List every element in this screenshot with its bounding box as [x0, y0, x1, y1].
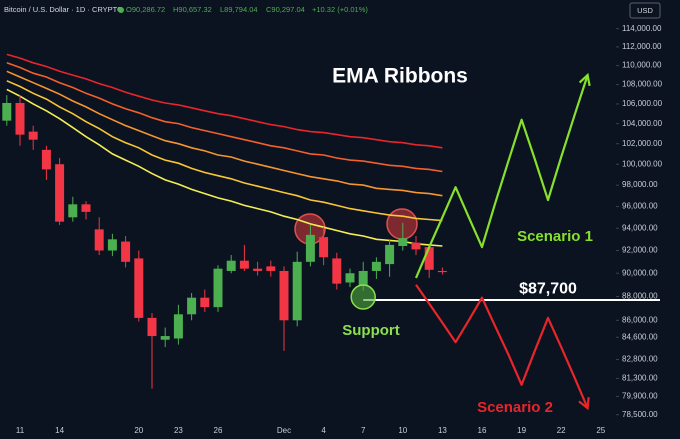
candle-body	[94, 229, 104, 251]
status-dot	[118, 7, 124, 13]
scenario-label: Scenario 1	[517, 228, 593, 245]
candle-body	[15, 102, 25, 135]
candle-body	[41, 149, 51, 170]
candle-body	[253, 268, 263, 271]
y-tick-label: 96,000.00	[622, 202, 658, 211]
scenario-line	[415, 284, 589, 409]
y-tick-label: 106,000.00	[622, 99, 663, 108]
ohlc-low: L89,794.04	[220, 5, 258, 14]
symbol: Bitcoin / U.S. Dollar · 1D · CRYPTO	[4, 5, 123, 14]
x-tick-label: 20	[134, 426, 143, 435]
currency[interactable]: USD	[637, 6, 653, 15]
x-tick-label: 14	[55, 426, 64, 435]
x-tick-label: 16	[478, 426, 487, 435]
ema-ribbon	[6, 62, 443, 173]
x-tick-label: 22	[557, 426, 566, 435]
x-tick-label: 26	[214, 426, 223, 435]
candle-body	[187, 297, 197, 315]
y-tick-label: 86,000.00	[622, 315, 658, 324]
x-tick-label: 19	[517, 426, 526, 435]
candle-body	[147, 317, 157, 337]
x-tick-label: Dec	[277, 426, 291, 435]
resistance-marker	[386, 208, 418, 240]
candle-body	[332, 258, 342, 284]
candle-body	[55, 164, 65, 222]
candle-body	[371, 261, 381, 271]
y-tick-label: 108,000.00	[622, 80, 663, 89]
candle-body	[424, 247, 434, 270]
candle-body	[107, 239, 117, 251]
candle-body	[358, 270, 368, 286]
y-tick-label: 94,000.00	[622, 223, 658, 232]
y-tick-label: 110,000.00	[622, 61, 662, 70]
y-tick-label: 100,000.00	[622, 159, 663, 168]
candle-body	[437, 270, 447, 273]
candle-body	[173, 314, 183, 339]
candle-body	[28, 131, 38, 140]
x-tick-label: 10	[398, 426, 407, 435]
change: +10.32 (+0.01%)	[312, 5, 368, 14]
ema-ribbon	[6, 88, 443, 247]
x-tick-label: 25	[596, 426, 605, 435]
ema-ribbon	[6, 80, 443, 222]
y-tick-label: 78,500.00	[622, 410, 658, 419]
ema-ribbon	[6, 70, 443, 197]
scenario-label: Scenario 2	[477, 399, 553, 416]
candle-body	[239, 260, 249, 269]
candle-body	[279, 270, 289, 321]
x-tick-label: 7	[361, 426, 366, 435]
y-tick-label: 90,000.00	[622, 268, 658, 277]
y-tick-label: 81,300.00	[622, 374, 658, 383]
candle-body	[398, 238, 408, 247]
y-tick-label: 79,900.00	[622, 392, 658, 401]
candle-body	[121, 241, 131, 262]
y-tick-label: 104,000.00	[622, 119, 663, 128]
chart-title: EMA Ribbons	[332, 65, 468, 88]
y-tick-label: 84,600.00	[622, 332, 658, 341]
x-tick-label: 23	[174, 426, 183, 435]
arrow-head	[578, 72, 591, 87]
ohlc-close: C90,297.04	[266, 5, 305, 14]
ema-ribbon	[6, 53, 443, 149]
y-tick-label: 98,000.00	[622, 180, 658, 189]
candle-body	[266, 266, 276, 271]
y-tick-label: 88,000.00	[622, 292, 658, 301]
x-tick-label: 11	[16, 426, 25, 435]
candle-body	[319, 237, 329, 258]
y-tick-label: 92,000.00	[622, 246, 658, 255]
arrow-head	[578, 397, 590, 411]
scenario-line	[414, 74, 589, 279]
candle-body	[134, 258, 144, 318]
candle-body	[345, 273, 355, 283]
candle-body	[160, 336, 170, 340]
candle-body	[213, 268, 223, 308]
x-tick-label: 13	[438, 426, 447, 435]
support-label: $87,700	[519, 280, 577, 297]
support-text: Support	[342, 322, 400, 339]
ohlc-open: O90,286.72	[126, 5, 165, 14]
plot-area: 114,000.00 112,000.00 110,000.00 108,000.00…	[2, 24, 663, 435]
y-tick-label: 102,000.00	[622, 139, 663, 148]
y-tick-label: 112,000.00	[622, 42, 662, 51]
x-tick-label: 4	[321, 426, 326, 435]
candle-body	[81, 204, 91, 212]
candle-body	[68, 204, 78, 218]
ohlc-high: H90,657.32	[173, 5, 212, 14]
candle-body	[305, 234, 315, 262]
candle-body	[411, 242, 421, 250]
candle-body	[292, 261, 302, 321]
candle-body	[226, 260, 236, 271]
candle-body	[2, 102, 12, 121]
y-tick-label: 114,000.00	[622, 24, 662, 33]
support-marker	[350, 284, 376, 310]
y-tick-label: 82,800.00	[622, 355, 658, 364]
candle-body	[200, 297, 210, 308]
candle-body	[385, 244, 395, 265]
currency-box[interactable]	[629, 2, 661, 19]
